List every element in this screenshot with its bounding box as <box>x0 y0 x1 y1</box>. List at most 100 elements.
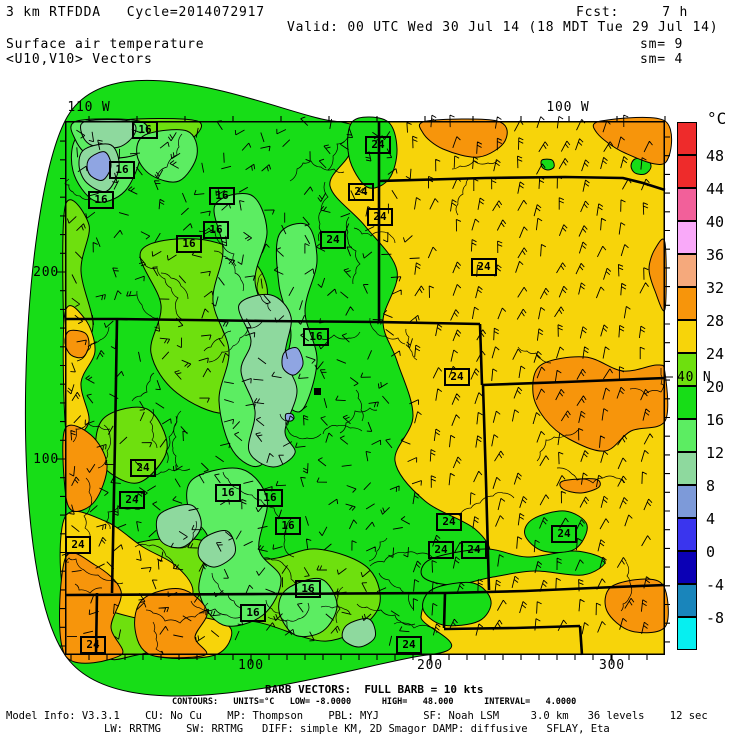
x-axis-top-label-0: 110 W <box>67 100 111 115</box>
temp-region-or-39 <box>134 588 208 659</box>
temp-region-sg-20 <box>238 294 298 468</box>
state-border-3 <box>64 583 666 597</box>
contour-label-16-10: 16 <box>240 604 266 622</box>
colorbar-tick-label--8: -8 <box>706 609 725 627</box>
y-axis-left-label-1: 100 <box>33 452 59 467</box>
colorbar-segment-4-to-8 <box>677 485 697 518</box>
temp-region-pw-25 <box>281 347 304 376</box>
temp-region-or-32 <box>592 116 673 165</box>
x-axis-bottom-label-0: 100 <box>238 658 264 673</box>
contour-label-24-18: 24 <box>130 459 156 477</box>
field-title-line2: <U10,V10> Vectors <box>6 52 153 67</box>
state-border-9 <box>442 592 447 629</box>
colorbar-segment--4-to-0 <box>677 551 697 584</box>
temp-region-sg-23 <box>341 618 376 648</box>
colorbar-tick-label-12: 12 <box>706 444 725 462</box>
contour-legend-line: CONTOURS: UNITS=°C LOW= -8.0000 HIGH= 48… <box>172 697 577 707</box>
contour-label-16-8: 16 <box>257 489 283 507</box>
state-border-7 <box>481 376 666 387</box>
colorbar-segment-0-to-4 <box>677 518 697 551</box>
temp-region-sg-22 <box>197 530 236 568</box>
contour-label-24-17: 24 <box>444 368 470 386</box>
state-border-6 <box>478 323 484 386</box>
contour-label-24-14: 24 <box>367 208 393 226</box>
contour-label-24-19: 24 <box>119 491 145 509</box>
state-border-2 <box>94 592 99 656</box>
barb-legend-line: BARB VECTORS: FULL BARB = 10 kts <box>265 683 484 696</box>
temp-region-or-35 <box>559 478 601 494</box>
x-axis-bottom-label-2: 300 <box>599 658 625 673</box>
contour-label-16-1: 16 <box>109 161 135 179</box>
forecast-hour-label: Fcst: 7 h <box>576 5 689 20</box>
valid-time-label: Valid: 00 UTC Wed 30 Jul 14 (18 MDT Tue … <box>287 20 719 35</box>
state-border-1 <box>110 318 119 594</box>
contour-label-24-26: 24 <box>80 636 106 654</box>
colorbar-segment-40-to-44 <box>677 188 697 221</box>
temp-region-pw-24 <box>86 151 112 181</box>
axis-ticks <box>57 116 673 663</box>
terrain-contour-squiggles <box>64 133 664 655</box>
cycle-gap <box>101 5 127 20</box>
colorbar-tick-label-48: 48 <box>706 147 725 165</box>
temperature-field-map <box>24 79 673 697</box>
state-border-8 <box>481 384 491 591</box>
colorbar-unit-label: °C <box>707 109 727 128</box>
colorbar-segment-8-to-12 <box>677 452 697 485</box>
contour-label-24-15: 24 <box>320 231 346 249</box>
colorbar-tick-label-40: 40 <box>706 213 725 231</box>
colorbar-tick-label-24: 24 <box>706 345 725 363</box>
contour-label-24-16: 24 <box>471 258 497 276</box>
colorbar-tick-label-32: 32 <box>706 279 725 297</box>
field-title-line1: Surface air temperature <box>6 37 205 52</box>
contour-label-24-13: 24 <box>348 183 374 201</box>
colorbar-segment-below--8 <box>677 617 697 650</box>
contour-label-24-23: 24 <box>461 541 487 559</box>
colorbar-segment-above-48 <box>677 122 697 155</box>
contour-label-16-11: 16 <box>295 580 321 598</box>
contour-label-24-12: 24 <box>365 136 391 154</box>
temp-region-lg-16 <box>136 129 198 183</box>
colorbar-tick-label-20: 20 <box>706 378 725 396</box>
state-border-5 <box>378 175 666 192</box>
colorbar-tick-label-36: 36 <box>706 246 725 264</box>
colorbar-tick-label-44: 44 <box>706 180 725 198</box>
y-axis-left-label-0: 200 <box>33 265 59 280</box>
colorbar-segment-28-to-32 <box>677 287 697 320</box>
model-and-cycle-label: 3 km RTFDDA Cycle=2014072917 <box>6 6 265 20</box>
contour-label-16-3: 16 <box>209 187 235 205</box>
x-axis-top-label-1: 100 W <box>546 100 590 115</box>
contour-label-16-6: 16 <box>303 328 329 346</box>
colorbar-segment-16-to-20 <box>677 386 697 419</box>
colorbar-tick-label--4: -4 <box>706 576 725 594</box>
state-border-10 <box>443 624 581 631</box>
contour-label-16-2: 16 <box>88 191 114 209</box>
contour-label-16-9: 16 <box>275 517 301 535</box>
colorbar-segment-12-to-16 <box>677 419 697 452</box>
colorbar-tick-label-4: 4 <box>706 510 716 528</box>
contour-label-16-0: 16 <box>132 121 158 139</box>
station-marker-dot <box>314 388 321 395</box>
contour-label-16-7: 16 <box>215 484 241 502</box>
map-plot-area <box>24 79 673 697</box>
latitude-label-40n: 40 N <box>677 370 712 385</box>
state-border-0 <box>65 317 481 326</box>
colorbar-tick-label-16: 16 <box>706 411 725 429</box>
x-axis-bottom-label-1: 200 <box>417 658 443 673</box>
colorbar-segment-32-to-36 <box>677 254 697 287</box>
state-border-11 <box>578 625 584 656</box>
plot-frame <box>65 121 665 655</box>
colorbar-tick-label-0: 0 <box>706 543 716 561</box>
model-name: 3 km RTFDDA <box>6 5 101 20</box>
contour-label-24-24: 24 <box>551 525 577 543</box>
colorbar-segment-20-to-24 <box>677 353 697 386</box>
cycle-label: Cycle=2014072917 <box>126 5 265 20</box>
contour-label-24-21: 24 <box>436 513 462 531</box>
colorbar-segment-24-to-28 <box>677 320 697 353</box>
colorbar-tick-label-28: 28 <box>706 312 725 330</box>
colorbar-tick-label-8: 8 <box>706 477 716 495</box>
contour-label-16-5: 16 <box>176 235 202 253</box>
wind-barbs <box>61 114 654 646</box>
colorbar-segment-44-to-48 <box>677 155 697 188</box>
contour-label-24-25: 24 <box>396 636 422 654</box>
